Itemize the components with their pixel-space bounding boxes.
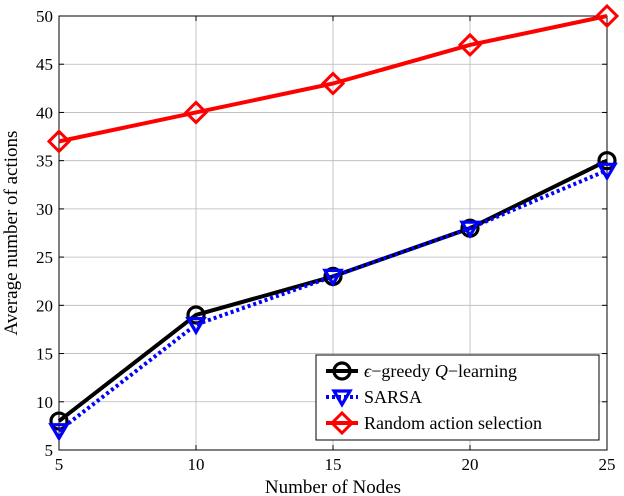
series-3-line	[58, 14, 608, 144]
legend-label: ϵ−greedy Q−learning	[364, 361, 517, 381]
legend-entry-3: Random action selection	[326, 410, 542, 436]
y-axis-title: Average number of actions	[1, 131, 22, 336]
series-2-line	[57, 168, 608, 433]
series-layer	[46, 3, 620, 442]
x-tick-label: 5	[55, 455, 64, 474]
legend-entry-2: SARSA	[326, 387, 422, 408]
x-tick-label: 10	[188, 455, 205, 474]
legend-entry-1: ϵ−greedy Q−learning	[326, 361, 517, 381]
series-2-point	[322, 268, 344, 288]
series-3-point	[183, 100, 209, 125]
series-3	[46, 3, 620, 154]
y-tick-label: 40	[36, 103, 53, 122]
series-1-point	[186, 305, 206, 325]
series-3-point	[320, 71, 346, 96]
y-tick-label: 50	[36, 7, 53, 26]
series-2	[48, 162, 618, 442]
y-tick-label: 25	[36, 248, 53, 267]
x-tick-label: 25	[599, 455, 616, 474]
x-tick-label: 15	[325, 455, 342, 474]
legend-swatch-marker	[332, 361, 352, 381]
series-2-point	[185, 317, 207, 336]
series-3-point	[594, 3, 620, 29]
y-tick-label: 15	[36, 345, 53, 364]
series-1-point	[597, 151, 617, 171]
grid-lines	[59, 16, 607, 450]
legend-label: SARSA	[364, 387, 422, 407]
y-tick-label: 35	[36, 152, 53, 171]
x-tick-label: 20	[462, 455, 479, 474]
legend-label: Random action selection	[364, 413, 542, 433]
x-axis-title: Number of Nodes	[265, 477, 401, 496]
y-tick-label: 20	[36, 296, 53, 315]
legend-swatch-marker	[329, 410, 355, 436]
legend-box	[315, 354, 600, 441]
series-2-point	[459, 220, 481, 239]
series-3-point	[46, 129, 72, 154]
series-3-point	[457, 32, 483, 58]
y-tick-label: 30	[36, 200, 53, 219]
axis-ticks: 5 10 15 20 25 5 10 15 20 25 30 35 40 45 50	[36, 7, 616, 474]
series-2-point	[596, 162, 618, 182]
legend-swatch-marker	[331, 389, 353, 408]
y-tick-label: 5	[45, 441, 54, 460]
series-2-point	[48, 423, 70, 442]
legend: ϵ−greedy Q−learning SARSA Random action se…	[315, 354, 600, 441]
y-tick-label: 45	[36, 55, 53, 74]
y-tick-label: 10	[36, 393, 53, 412]
